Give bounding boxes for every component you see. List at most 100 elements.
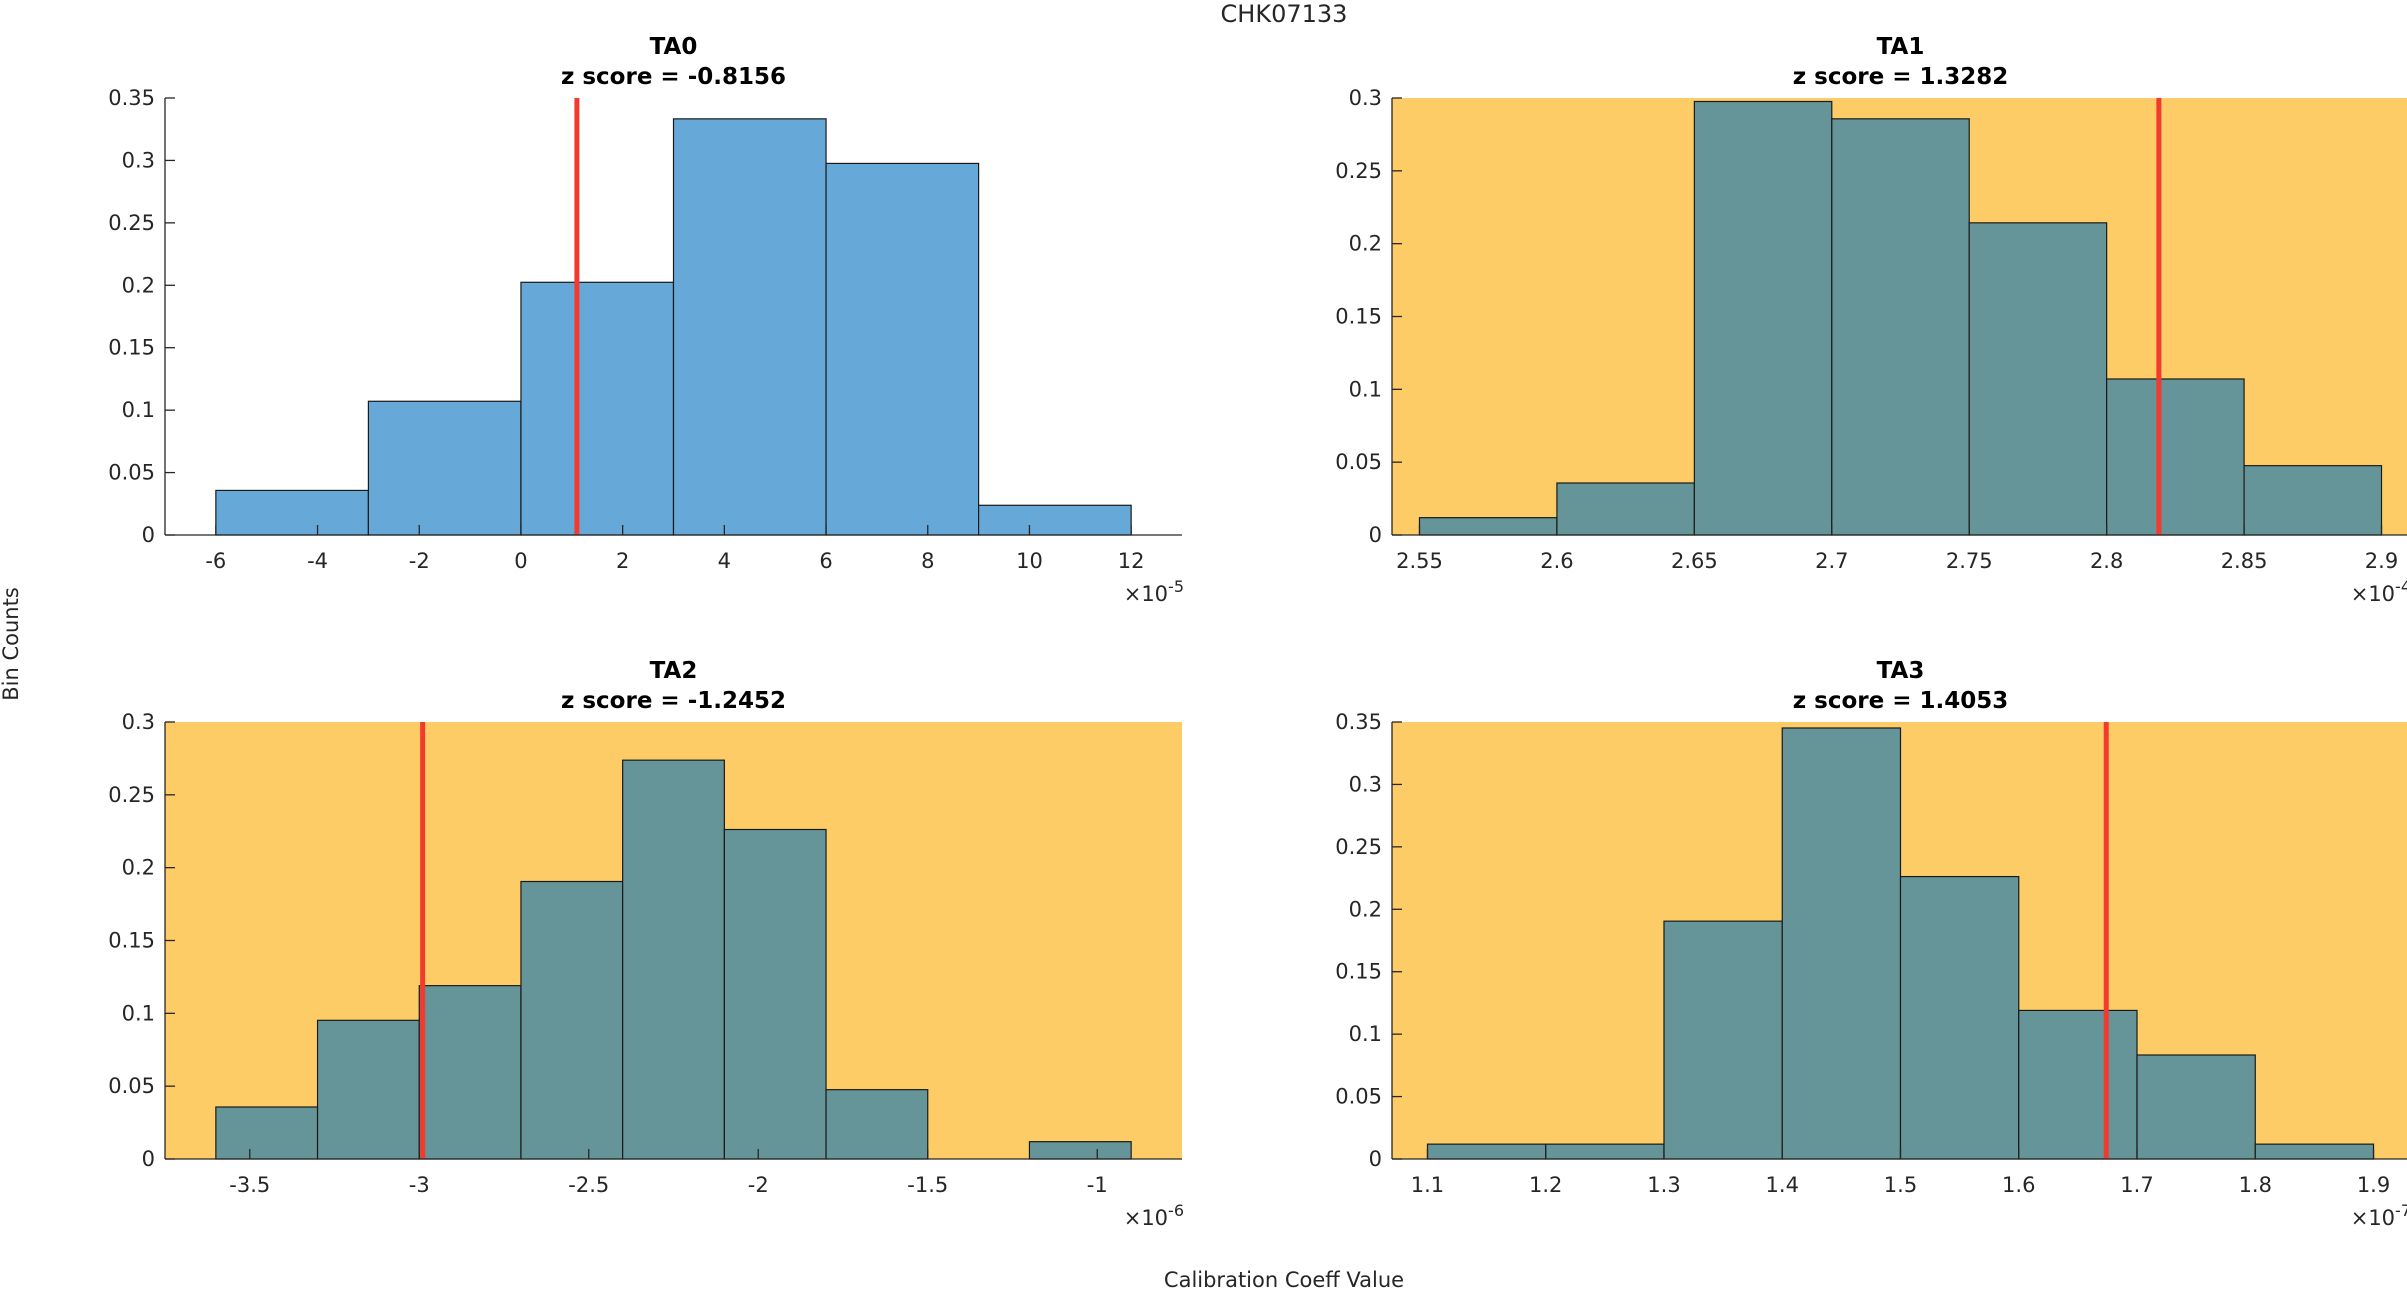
x-tick-label-ta1: 2.65 [1671, 549, 1718, 573]
x-tick-label-ta2: -3.5 [229, 1173, 270, 1197]
x-tick-label-ta1: 2.85 [2221, 549, 2268, 573]
y-tick-label-ta3: 0.35 [1335, 710, 1382, 734]
x-tick-label-ta1: 2.6 [1540, 549, 1573, 573]
y-tick-label-ta2: 0.25 [108, 783, 155, 807]
y-tick-label-ta2: 0.1 [122, 1001, 155, 1025]
x-tick-label-ta2: -3 [409, 1173, 430, 1197]
subplot-ta2: 0 0.05 0.1 0.15 0.2 0.25 0.3 -3.5 -3 -2.5 -2 -1.5 -1… [108, 658, 1184, 1230]
histogram-bar-ta2-8 [1028, 1141, 1132, 1160]
y-tick-label-ta1: 0 [1369, 523, 1382, 547]
histogram-bar-ta1-6 [2243, 465, 2383, 536]
x-tick-label-ta3: 1.3 [1647, 1173, 1680, 1197]
y-tick-label-ta1: 0.2 [1349, 232, 1382, 256]
y-tick-label-ta0: 0.15 [108, 336, 155, 360]
histogram-bar-ta1-0 [1418, 517, 1558, 536]
x-exponent-ta2: ×10-6 [1124, 1201, 1184, 1230]
subplot-zscore-ta3: z score = 1.4053 [1793, 688, 2009, 714]
x-tick-label-ta0: 2 [616, 549, 629, 573]
histogram-bar-ta0-4 [825, 162, 980, 536]
y-tick-label-ta1: 0.25 [1335, 159, 1382, 183]
histogram-bar-ta3-6 [2136, 1054, 2256, 1160]
subplot-title-ta0: TA0 [650, 34, 698, 60]
x-exponent-ta1: ×10-4 [2351, 577, 2407, 606]
x-tick-label-ta2: -1.5 [907, 1173, 948, 1197]
x-exponent-power-ta3: -7 [2395, 1201, 2407, 1220]
y-tick-label-ta3: 0 [1369, 1147, 1382, 1171]
x-tick-label-ta0: 0 [514, 549, 527, 573]
figure-ylabel: Bin Counts [0, 587, 23, 701]
x-tick-label-ta1: 2.75 [1946, 549, 1993, 573]
x-tick-label-ta0: 10 [1016, 549, 1043, 573]
y-tick-label-ta3: 0.05 [1335, 1085, 1382, 1109]
y-tick-label-ta3: 0.2 [1349, 897, 1382, 921]
x-exponent-base-ta2: ×10 [1124, 1206, 1168, 1230]
x-exponent-base-ta0: ×10 [1124, 582, 1168, 606]
x-tick-label-ta0: -2 [409, 549, 430, 573]
y-tick-label-ta2: 0.15 [108, 929, 155, 953]
y-tick-label-ta2: 0.3 [122, 710, 155, 734]
y-tick-label-ta0: 0.05 [108, 461, 155, 485]
x-tick-label-ta1: 2.8 [2090, 549, 2123, 573]
x-tick-label-ta0: -6 [205, 549, 226, 573]
x-tick-label-ta1: 2.7 [1815, 549, 1848, 573]
x-tick-label-ta1: 2.55 [1396, 549, 1443, 573]
histogram-bar-ta2-6 [825, 1089, 929, 1160]
histogram-bar-ta3-3 [1781, 727, 1902, 1160]
y-tick-label-ta2: 0 [142, 1147, 155, 1171]
x-tick-label-ta3: 1.4 [1766, 1173, 1799, 1197]
y-tick-label-ta1: 0.05 [1335, 450, 1382, 474]
histogram-bar-ta3-0 [1426, 1143, 1547, 1160]
x-tick-label-ta0: 4 [718, 549, 731, 573]
x-tick-label-ta3: 1.8 [2239, 1173, 2272, 1197]
subplot-title-ta1: TA1 [1877, 34, 1925, 60]
y-tick-label-ta3: 0.15 [1335, 960, 1382, 984]
histogram-bar-ta2-3 [520, 880, 624, 1160]
y-tick-label-ta1: 0.3 [1349, 86, 1382, 110]
histogram-bar-ta1-3 [1831, 118, 1970, 536]
histogram-bar-ta1-4 [1968, 222, 2108, 536]
x-exponent-ta3: ×10-7 [2351, 1201, 2407, 1230]
subplot-zscore-ta0: z score = -0.8156 [561, 64, 786, 90]
x-exponent-power-ta0: -5 [1168, 577, 1184, 596]
x-tick-label-ta2: -1 [1087, 1173, 1108, 1197]
subplot-title-ta3: TA3 [1877, 658, 1925, 684]
y-tick-label-ta3: 0.3 [1349, 772, 1382, 796]
y-tick-label-ta2: 0.2 [122, 856, 155, 880]
subplot-title-ta2: TA2 [650, 658, 698, 684]
subplot-ta3: 0 0.05 0.1 0.15 0.2 0.25 0.3 0.35 1.1 1.2 1.3 1.4 1.… [1335, 658, 2407, 1230]
histogram-bar-ta2-2 [418, 985, 522, 1160]
figure-suptitle: CHK07133 [1221, 0, 1348, 28]
histogram-bar-ta3-2 [1663, 920, 1783, 1160]
y-tick-label-ta0: 0.1 [122, 398, 155, 422]
histogram-bar-ta0-1 [367, 400, 522, 536]
x-tick-label-ta3: 1.2 [1529, 1173, 1562, 1197]
x-tick-label-ta0: 6 [819, 549, 832, 573]
x-exponent-power-ta2: -6 [1168, 1201, 1184, 1220]
x-tick-label-ta3: 1.7 [2120, 1173, 2153, 1197]
histogram-bar-ta2-5 [723, 828, 827, 1160]
histogram-bar-ta3-4 [1899, 875, 2020, 1160]
x-tick-label-ta3: 1.1 [1411, 1173, 1444, 1197]
y-tick-label-ta3: 0.25 [1335, 835, 1382, 859]
x-exponent-power-ta1: -4 [2395, 577, 2407, 596]
histogram-bar-ta2-0 [215, 1106, 319, 1160]
histogram-bar-ta1-5 [2106, 378, 2245, 536]
subplot-ta1: 0 0.05 0.1 0.15 0.2 0.25 0.3 2.55 2.6 2.65 2.7 2.75… [1335, 34, 2407, 606]
histogram-bar-ta0-5 [977, 504, 1132, 536]
x-tick-label-ta3: 1.9 [2357, 1173, 2390, 1197]
y-tick-label-ta0: 0.35 [108, 86, 155, 110]
histogram-bar-ta0-2 [520, 281, 675, 536]
histogram-bar-ta3-1 [1545, 1143, 1665, 1160]
histogram-bar-ta2-4 [622, 759, 725, 1160]
subplot-ta0: 0 0.05 0.1 0.15 0.2 0.25 0.3 0.35 -6 -4 -2 0 2 4 6 8 10 1… [108, 34, 1184, 606]
histogram-bar-ta3-7 [2254, 1143, 2375, 1160]
figure-xlabel: Calibration Coeff Value [1164, 1268, 1404, 1290]
y-tick-label-ta0: 0 [142, 523, 155, 547]
y-tick-label-ta0: 0.2 [122, 273, 155, 297]
histogram-bar-ta1-2 [1693, 100, 1833, 536]
histogram-bar-ta3-5 [2018, 1009, 2138, 1160]
y-tick-label-ta1: 0.1 [1349, 377, 1382, 401]
x-tick-label-ta2: -2.5 [568, 1173, 609, 1197]
x-tick-label-ta0: 8 [921, 549, 934, 573]
